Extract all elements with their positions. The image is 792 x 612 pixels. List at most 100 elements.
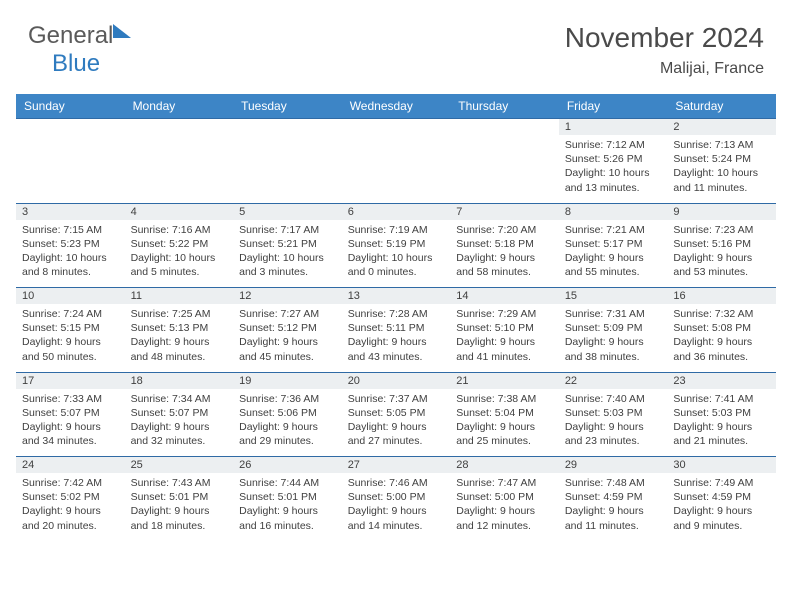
sunrise-text: Sunrise: 7:20 AM <box>456 223 553 237</box>
sunrise-text: Sunrise: 7:28 AM <box>348 307 445 321</box>
day-info-cell: Sunrise: 7:29 AMSunset: 5:10 PMDaylight:… <box>450 304 559 372</box>
daylight-text: Daylight: 9 hours and 14 minutes. <box>348 504 445 532</box>
day-number-cell: 3 <box>16 203 125 220</box>
day-number: 17 <box>22 375 34 387</box>
sunset-text: Sunset: 4:59 PM <box>673 490 770 504</box>
sunrise-text: Sunrise: 7:17 AM <box>239 223 336 237</box>
day-number-cell: 25 <box>125 457 234 474</box>
daylight-text: Daylight: 9 hours and 36 minutes. <box>673 335 770 363</box>
day-number-cell: 28 <box>450 457 559 474</box>
month-title: November 2024 <box>565 22 764 54</box>
daylight-text: Daylight: 10 hours and 13 minutes. <box>565 166 662 194</box>
daylight-text: Daylight: 10 hours and 3 minutes. <box>239 251 336 279</box>
sunrise-text: Sunrise: 7:32 AM <box>673 307 770 321</box>
day-info-cell: Sunrise: 7:23 AMSunset: 5:16 PMDaylight:… <box>667 220 776 288</box>
logo-text: General Blue <box>28 22 133 78</box>
sunrise-text: Sunrise: 7:40 AM <box>565 392 662 406</box>
location-label: Malijai, France <box>565 60 764 78</box>
day-info-cell: Sunrise: 7:33 AMSunset: 5:07 PMDaylight:… <box>16 389 125 457</box>
sunset-text: Sunset: 5:23 PM <box>22 237 119 251</box>
day-number-cell: 15 <box>559 288 668 305</box>
sunset-text: Sunset: 5:16 PM <box>673 237 770 251</box>
page-header: General Blue November 2024 Malijai, Fran… <box>0 0 792 88</box>
weekday-header: Friday <box>559 94 668 119</box>
sunset-text: Sunset: 5:11 PM <box>348 321 445 335</box>
day-info-cell <box>233 135 342 203</box>
daylight-text: Daylight: 9 hours and 55 minutes. <box>565 251 662 279</box>
day-number: 8 <box>565 206 571 218</box>
daylight-text: Daylight: 9 hours and 11 minutes. <box>565 504 662 532</box>
day-info-cell: Sunrise: 7:21 AMSunset: 5:17 PMDaylight:… <box>559 220 668 288</box>
sunrise-text: Sunrise: 7:23 AM <box>673 223 770 237</box>
day-number: 12 <box>239 290 251 302</box>
sunrise-text: Sunrise: 7:21 AM <box>565 223 662 237</box>
day-number: 3 <box>22 206 28 218</box>
daylight-text: Daylight: 9 hours and 27 minutes. <box>348 420 445 448</box>
day-number-cell <box>16 119 125 136</box>
day-number: 30 <box>673 459 685 471</box>
day-number: 26 <box>239 459 251 471</box>
sunrise-text: Sunrise: 7:41 AM <box>673 392 770 406</box>
day-info-cell: Sunrise: 7:31 AMSunset: 5:09 PMDaylight:… <box>559 304 668 372</box>
day-number: 19 <box>239 375 251 387</box>
day-info-cell: Sunrise: 7:12 AMSunset: 5:26 PMDaylight:… <box>559 135 668 203</box>
sunrise-text: Sunrise: 7:15 AM <box>22 223 119 237</box>
day-number-cell: 8 <box>559 203 668 220</box>
daylight-text: Daylight: 9 hours and 34 minutes. <box>22 420 119 448</box>
daylight-text: Daylight: 9 hours and 16 minutes. <box>239 504 336 532</box>
day-number: 11 <box>131 290 142 302</box>
day-number-cell: 27 <box>342 457 451 474</box>
sunset-text: Sunset: 5:04 PM <box>456 406 553 420</box>
sunset-text: Sunset: 5:18 PM <box>456 237 553 251</box>
day-number-cell: 17 <box>16 372 125 389</box>
sunset-text: Sunset: 5:09 PM <box>565 321 662 335</box>
daynum-row: 12 <box>16 119 776 136</box>
day-info-cell: Sunrise: 7:13 AMSunset: 5:24 PMDaylight:… <box>667 135 776 203</box>
sunrise-text: Sunrise: 7:13 AM <box>673 138 770 152</box>
day-number-cell: 19 <box>233 372 342 389</box>
day-info-cell: Sunrise: 7:43 AMSunset: 5:01 PMDaylight:… <box>125 473 234 541</box>
daylight-text: Daylight: 9 hours and 25 minutes. <box>456 420 553 448</box>
sunrise-text: Sunrise: 7:36 AM <box>239 392 336 406</box>
day-number-cell: 24 <box>16 457 125 474</box>
daylight-text: Daylight: 9 hours and 32 minutes. <box>131 420 228 448</box>
weekday-header: Sunday <box>16 94 125 119</box>
day-info-cell: Sunrise: 7:25 AMSunset: 5:13 PMDaylight:… <box>125 304 234 372</box>
title-block: November 2024 Malijai, France <box>565 22 764 78</box>
day-info-cell: Sunrise: 7:48 AMSunset: 4:59 PMDaylight:… <box>559 473 668 541</box>
daylight-text: Daylight: 9 hours and 48 minutes. <box>131 335 228 363</box>
day-info-cell <box>342 135 451 203</box>
sunset-text: Sunset: 5:21 PM <box>239 237 336 251</box>
day-number-cell: 12 <box>233 288 342 305</box>
sunset-text: Sunset: 5:05 PM <box>348 406 445 420</box>
day-info-cell: Sunrise: 7:40 AMSunset: 5:03 PMDaylight:… <box>559 389 668 457</box>
sunset-text: Sunset: 5:03 PM <box>565 406 662 420</box>
calendar-table: Sunday Monday Tuesday Wednesday Thursday… <box>16 94 776 541</box>
day-number-cell: 20 <box>342 372 451 389</box>
day-number-cell: 18 <box>125 372 234 389</box>
sunset-text: Sunset: 5:02 PM <box>22 490 119 504</box>
day-info-cell: Sunrise: 7:49 AMSunset: 4:59 PMDaylight:… <box>667 473 776 541</box>
day-number: 5 <box>239 206 245 218</box>
day-info-cell: Sunrise: 7:42 AMSunset: 5:02 PMDaylight:… <box>16 473 125 541</box>
sunset-text: Sunset: 5:07 PM <box>22 406 119 420</box>
sunrise-text: Sunrise: 7:31 AM <box>565 307 662 321</box>
day-info-cell: Sunrise: 7:36 AMSunset: 5:06 PMDaylight:… <box>233 389 342 457</box>
day-number-cell: 30 <box>667 457 776 474</box>
day-number: 4 <box>131 206 137 218</box>
day-number: 24 <box>22 459 34 471</box>
daylight-text: Daylight: 9 hours and 45 minutes. <box>239 335 336 363</box>
sunset-text: Sunset: 5:07 PM <box>131 406 228 420</box>
day-number: 2 <box>673 121 679 133</box>
sunset-text: Sunset: 5:10 PM <box>456 321 553 335</box>
day-info-cell <box>450 135 559 203</box>
day-info-cell <box>125 135 234 203</box>
daylight-text: Daylight: 9 hours and 18 minutes. <box>131 504 228 532</box>
day-number: 16 <box>673 290 685 302</box>
weekday-header: Tuesday <box>233 94 342 119</box>
day-number-cell: 11 <box>125 288 234 305</box>
sunrise-text: Sunrise: 7:48 AM <box>565 476 662 490</box>
day-number-cell: 10 <box>16 288 125 305</box>
day-number: 23 <box>673 375 685 387</box>
day-info-cell: Sunrise: 7:17 AMSunset: 5:21 PMDaylight:… <box>233 220 342 288</box>
